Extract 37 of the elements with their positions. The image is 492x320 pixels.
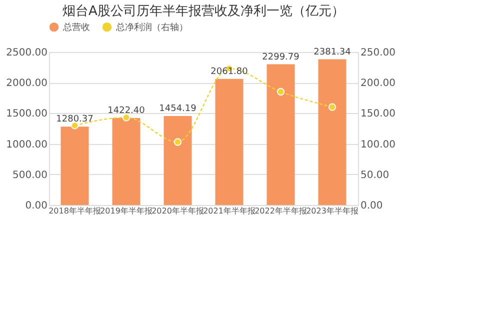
bar [164, 116, 192, 205]
y-tick-label: 2500.00 [6, 48, 48, 58]
data-label: 2381.34 [314, 47, 352, 58]
legend-label: 总净利润（右轴） [115, 22, 188, 34]
bar [266, 64, 295, 205]
point [276, 88, 285, 96]
point [328, 103, 336, 111]
x-tick-label: 2020年半年报 [152, 206, 204, 216]
x-tick-label: 2023年半年报 [306, 206, 358, 216]
y-tick-label: 1500.00 [6, 108, 48, 120]
x-tick-label: 2018年半年报 [48, 206, 101, 216]
bar [318, 59, 346, 205]
legend-label: 总营收 [62, 22, 90, 34]
point [70, 122, 79, 130]
y-tick-label: 0.00 [25, 200, 48, 212]
y2-tick-label: 0.00 [360, 200, 383, 212]
y2-tick-label: 50.00 [360, 170, 390, 181]
data-label: 1454.19 [159, 104, 197, 114]
bar [112, 118, 140, 205]
x-tick-label: 2022年半年报 [254, 206, 307, 216]
data-label: 2299.79 [262, 52, 300, 62]
y2-tick-label: 200.00 [360, 78, 396, 90]
y2-tick-label: 100.00 [360, 139, 396, 150]
y-tick-label: 500.00 [12, 170, 48, 181]
bar [215, 78, 244, 205]
point [122, 114, 130, 122]
y2-tick-label: 150.00 [360, 108, 396, 120]
y2-tick-label: 250.00 [360, 48, 396, 58]
data-label: 1422.40 [108, 106, 146, 116]
chart-title: 烟台A股公司历年半年报营收及净利一览（亿元） [62, 4, 344, 19]
x-tick-label: 2021年半年报 [203, 206, 256, 216]
y-tick-label: 2000.00 [6, 78, 48, 90]
data-label: 1280.37 [56, 114, 94, 125]
bar [60, 126, 89, 205]
y-tick-label: 1000.00 [6, 139, 48, 150]
point [174, 138, 182, 146]
x-tick-label: 2019年半年报 [100, 206, 152, 216]
